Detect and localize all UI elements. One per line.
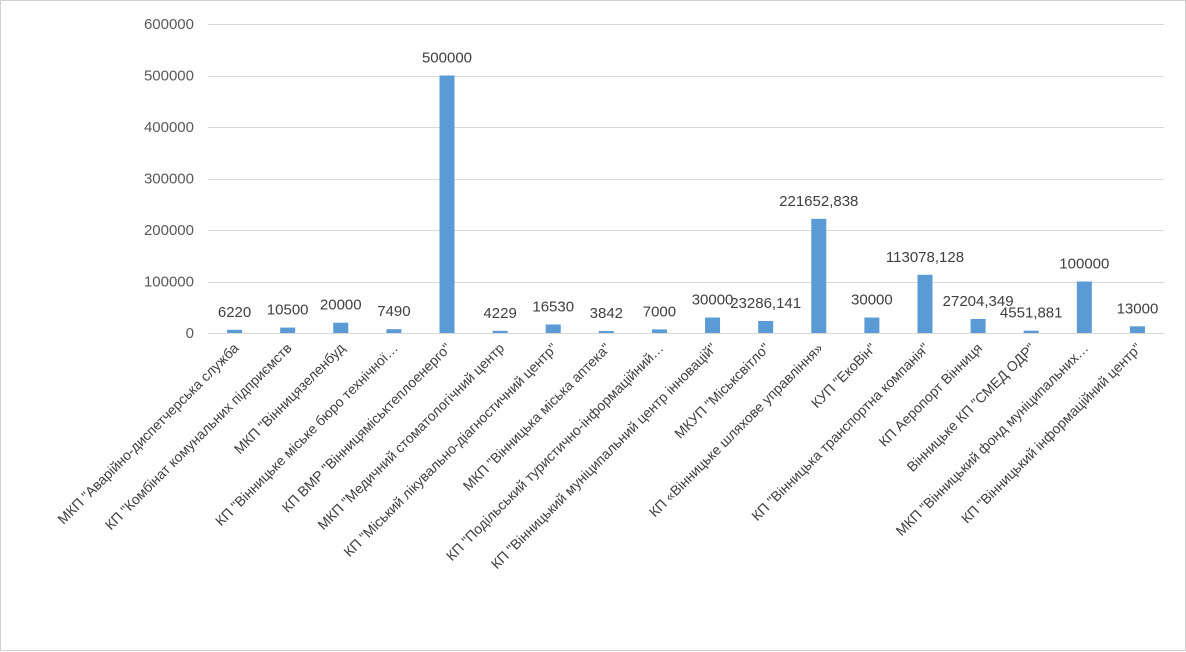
bar	[439, 75, 455, 333]
y-tick-label: 500000	[144, 68, 194, 85]
data-labels: 6220 10500 20000 7490 500000 4229 16530 3842 700…	[218, 50, 1158, 323]
bar	[758, 321, 774, 333]
data-label: 7000	[643, 303, 676, 320]
category-label: МКП "Медичний стоматологічний центр	[314, 340, 507, 533]
data-label: 30000	[692, 292, 734, 309]
data-label: 4551,881	[1000, 305, 1063, 322]
data-label: 16530	[532, 298, 574, 315]
category-label: КП "Комбінат комунальних підприємств	[102, 340, 295, 533]
bar	[651, 329, 667, 333]
bar	[545, 324, 561, 333]
y-tick-label: 200000	[144, 222, 194, 239]
category-label: МКП "Вінницький фонд муніципальних…	[892, 340, 1091, 539]
bar	[280, 327, 296, 333]
data-label: 20000	[320, 297, 362, 314]
gridlines	[208, 24, 1164, 334]
bar	[333, 322, 349, 333]
data-label: 13000	[1117, 300, 1159, 317]
bar	[598, 331, 614, 333]
bar	[227, 329, 243, 333]
y-tick-label: 400000	[144, 119, 194, 136]
bar	[1023, 330, 1039, 333]
y-tick-label: 300000	[144, 171, 194, 188]
category-label: МКП "Аварійно-диспетчерська служба	[54, 340, 241, 527]
category-label: КП "Вінницьке міське бюро технічної…	[212, 340, 401, 529]
bar	[1076, 281, 1092, 333]
data-label: 100000	[1059, 256, 1109, 273]
category-label: МКУП "Міськсвітло"	[671, 340, 773, 442]
data-label: 221652,838	[779, 193, 858, 210]
bar	[1129, 326, 1145, 333]
data-label: 6220	[218, 304, 251, 321]
bar	[492, 330, 508, 333]
data-label: 4229	[483, 305, 516, 322]
category-label: КП Аеропорт Вінниця	[875, 340, 985, 450]
bar	[811, 218, 827, 333]
data-label: 500000	[422, 50, 472, 67]
bar	[864, 317, 880, 333]
data-label: 27204,349	[943, 293, 1014, 310]
y-tick-label: 100000	[144, 274, 194, 291]
data-label: 23286,141	[730, 295, 801, 312]
data-label: 30000	[851, 292, 893, 309]
bar	[970, 318, 986, 333]
bar	[386, 329, 402, 333]
y-axis-ticks: 0 100000 200000 300000 400000 500000 600000	[144, 16, 194, 342]
data-label: 113078,128	[886, 249, 964, 266]
bars	[227, 75, 1145, 333]
y-tick-label: 600000	[144, 16, 194, 33]
y-tick-label: 0	[186, 325, 194, 342]
bar	[705, 317, 721, 333]
bar	[917, 274, 933, 333]
data-label: 3842	[590, 305, 623, 322]
data-label: 7490	[377, 303, 410, 320]
data-label: 10500	[267, 302, 309, 319]
